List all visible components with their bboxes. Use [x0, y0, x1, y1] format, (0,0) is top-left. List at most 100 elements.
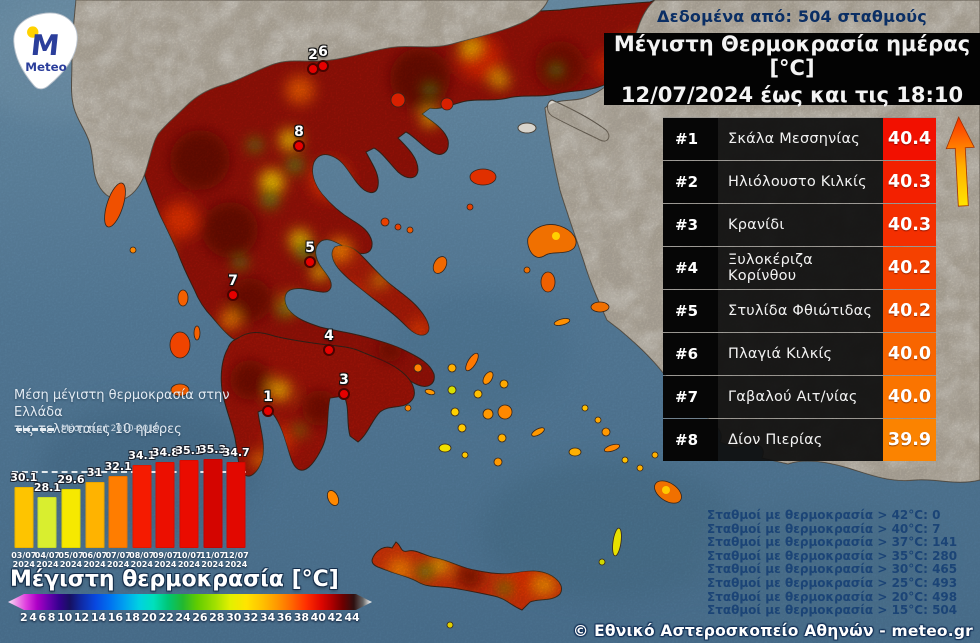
- bar-column: 35.3 11/07 2024: [198, 388, 227, 569]
- bar-date-label: 08/07 2024: [129, 550, 155, 569]
- temp-scale-tick: 34: [259, 611, 276, 624]
- bar: [132, 465, 152, 548]
- station-rank: #2: [663, 161, 718, 203]
- stat-line: Σταθμοί με θερμοκρασία > 40°C: 7: [707, 521, 941, 536]
- bar-column: 34.1 08/07 2024: [128, 388, 156, 569]
- bar-column: 32.1 07/07 2024: [104, 388, 132, 569]
- station-row: #2 Ηλιόλουστο Κιλκίς 40.3: [663, 160, 936, 203]
- bar-value-label: 34.8: [151, 446, 179, 459]
- station-row: #1 Σκάλα Μεσσηνίας 40.4: [663, 117, 936, 160]
- station-rank: #6: [663, 333, 718, 375]
- station-rank: #1: [663, 118, 718, 160]
- data-source-line: Δεδομένα από: 504 σταθμούς: [657, 7, 927, 26]
- temp-scale-tick: 10: [57, 611, 73, 624]
- bar-date-label: 03/07 2024: [11, 550, 37, 569]
- station-name: Σκάλα Μεσσηνίας: [718, 118, 883, 160]
- bar-value-label: 34.1: [128, 449, 156, 462]
- temp-scale-tick: 16: [107, 611, 124, 624]
- temp-scale-tick: 26: [192, 611, 208, 624]
- temp-scale-tick: 38: [293, 611, 309, 624]
- station-row: #4 Ξυλοκέριζα Κορίνθου 40.2: [663, 246, 936, 289]
- bar-column: 31 06/07 2024: [81, 388, 108, 569]
- bar-date-label: 06/07 2024: [81, 550, 108, 569]
- station-rank: #4: [663, 247, 718, 289]
- map-title: Μέγιστη Θερμοκρασία ημέρας [°C]: [613, 31, 971, 80]
- stat-line: Σταθμοί με θερμοκρασία > 30°C: 465: [707, 562, 958, 577]
- station-row: #8 Δίον Πιερίας 39.9: [663, 418, 936, 461]
- temp-scale-tick: 2: [20, 611, 28, 624]
- mean-line-legend-icon: [16, 427, 54, 431]
- meteo-logo: M Meteo: [13, 12, 78, 90]
- station-row: #6 Πλαγιά Κιλκίς 40.0: [663, 332, 936, 375]
- temp-scale-tick: 44: [344, 611, 360, 624]
- temp-scale-tick: 8: [47, 611, 56, 624]
- station-rank: #7: [663, 376, 718, 418]
- temp-scale-tick: 20: [141, 611, 157, 624]
- bar-value-label: 32.1: [104, 460, 132, 473]
- station-max-temp: 40.4: [883, 118, 936, 160]
- mean-2010-2019-line: [12, 471, 246, 473]
- station-name: Δίον Πιερίας: [718, 419, 883, 461]
- temp-scale-tick: 24: [175, 611, 191, 624]
- bar-value-label: 35.3: [198, 443, 227, 456]
- stat-line: Σταθμοί με θερμοκρασία > 37°C: 141: [707, 535, 958, 550]
- bar-date-label: 07/07 2024: [105, 550, 131, 569]
- stat-line: Σταθμοί με θερμοκρασία > 25°C: 493: [707, 575, 958, 590]
- bar: [37, 497, 57, 548]
- bar-value-label: 29.6: [57, 473, 85, 486]
- temp-scale-tick: 4: [29, 611, 37, 624]
- bar: [61, 489, 81, 548]
- station-row: #7 Γαβαλού Αιτ/νίας 40.0: [663, 375, 936, 418]
- station-name: Στυλίδα Φθιώτιδας: [718, 290, 883, 332]
- bar: [155, 462, 175, 548]
- bar-date-label: 10/07 2024: [176, 550, 202, 569]
- logo-m-glyph: M: [29, 29, 61, 62]
- stat-line: Σταθμοί με θερμοκρασία > 35°C: 280: [707, 548, 958, 563]
- temp-scale-tick: 22: [158, 611, 174, 624]
- bar: [108, 476, 128, 548]
- warm-airmass-arrow-icon: [945, 116, 975, 207]
- bar-date-label: 12/07 2024: [223, 550, 249, 569]
- station-rank: #8: [663, 419, 718, 461]
- temp-scale-tick: 42: [327, 611, 343, 624]
- title-banner: Μέγιστη Θερμοκρασία ημέρας [°C] 12/07/20…: [604, 31, 980, 107]
- bar-column: 30.1 03/07 2024: [10, 388, 37, 569]
- temp-scale-tick: 14: [90, 611, 107, 624]
- bar-column: 34.7 12/07 2024: [222, 388, 250, 569]
- islands: [104, 92, 682, 629]
- temp-scale-tick: 28: [209, 611, 225, 624]
- bar-column: 29.6 05/07 2024: [57, 388, 85, 569]
- temp-scale-tick: 32: [242, 611, 259, 624]
- mean-max-temp-chart: Μέση μέγιστη θερμοκρασία στην Ελλάδα τις…: [8, 388, 250, 569]
- chart-bars: 30.1 03/07 2024 28.1 04/07 2024 29.6: [10, 388, 250, 569]
- station-row: #3 Κρανίδι 40.3: [663, 203, 936, 246]
- logo-wordmark: Meteo: [25, 60, 67, 74]
- temp-scale-tick: 6: [38, 611, 47, 624]
- bar-value-label: 31: [86, 466, 103, 479]
- temp-scale-tick: 30: [226, 611, 242, 624]
- station-max-temp: 40.3: [883, 161, 936, 203]
- stat-line: Σταθμοί με θερμοκρασία > 20°C: 498: [707, 589, 958, 604]
- station-name: Κρανίδι: [718, 204, 883, 246]
- temp-scale-ticks: 2 4 6 8 10 12 14 16 18 20 22 24 26 28 30 32 34 36 38 40 42 44: [8, 611, 372, 624]
- station-rank: #5: [663, 290, 718, 332]
- bar-value-label: 34.7: [222, 446, 250, 459]
- station-threshold-stats: Σταθμοί με θερμοκρασία > 42°C: 0 Σταθμοί …: [707, 508, 958, 618]
- temp-scale-tick: 18: [124, 611, 140, 624]
- bar: [14, 487, 34, 548]
- station-name: Ηλιόλουστο Κιλκίς: [718, 161, 883, 203]
- logo-sun-icon: [27, 26, 39, 38]
- station-max-temp: 40.0: [883, 376, 936, 418]
- bar-date-label: 09/07 2024: [152, 550, 178, 569]
- temp-scale-title: Μέγιστη θερμοκρασία [°C]: [10, 567, 339, 592]
- station-max-temp: 40.0: [883, 333, 936, 375]
- bar-date-label: 04/07 2024: [34, 550, 60, 569]
- bar-column: 35.1 10/07 2024: [175, 388, 202, 569]
- mean-line-legend-label: Μέση τιμή 2010-2019: [61, 424, 160, 434]
- bar: [203, 459, 223, 548]
- top-stations-list: #1 Σκάλα Μεσσηνίας 40.4 #2 Ηλιόλουστο Κι…: [663, 117, 936, 461]
- station-name: Γαβαλού Αιτ/νίας: [718, 376, 883, 418]
- station-max-temp: 40.2: [883, 290, 936, 332]
- bar-date-label: 11/07 2024: [199, 550, 226, 569]
- temp-scale-tick: 36: [276, 611, 293, 624]
